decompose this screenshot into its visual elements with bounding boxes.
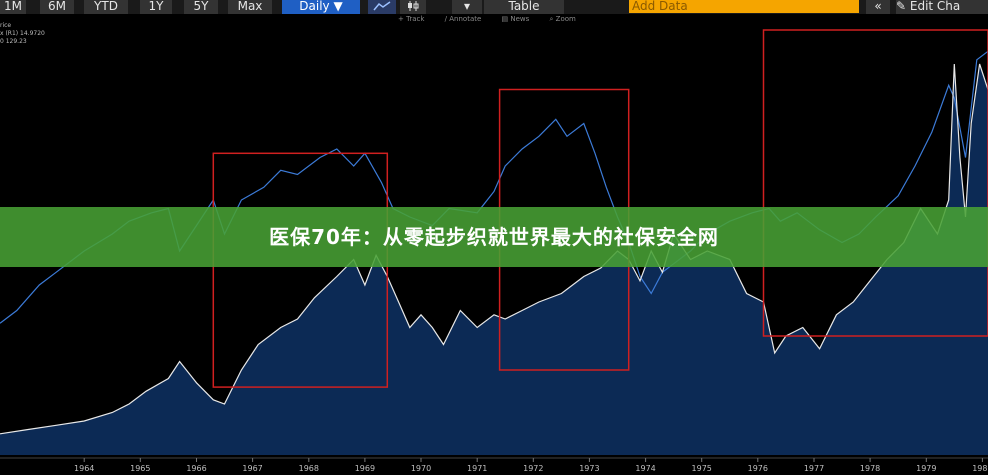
add-data-input[interactable]: Add Data xyxy=(629,0,859,13)
x-tick-label-1974: 1974 xyxy=(635,464,655,473)
headline-banner: 医保70年：从零起步织就世界最大的社保安全网 xyxy=(0,207,988,267)
annotate-label: Annotate xyxy=(449,15,482,23)
x-tick-label-1979: 1979 xyxy=(916,464,936,473)
legend-line-3: 0 129.23 xyxy=(0,38,27,45)
candlestick-icon[interactable] xyxy=(400,0,426,14)
x-tick-label-1966: 1966 xyxy=(186,464,206,473)
x-tick-label-1968: 1968 xyxy=(299,464,319,473)
annotation-box-3 xyxy=(762,29,988,337)
x-tick-label-1973: 1973 xyxy=(579,464,599,473)
annotation-box-1 xyxy=(212,152,389,388)
news-tool[interactable]: ▤ News xyxy=(501,15,530,23)
x-tick-label-1978: 1978 xyxy=(860,464,880,473)
range-6m-button[interactable]: 6M xyxy=(40,0,74,14)
range-max-button[interactable]: Max xyxy=(228,0,272,14)
pencil-icon: ✎ xyxy=(896,0,910,13)
line-chart-icon[interactable] xyxy=(368,0,396,14)
x-tick-label-1967: 1967 xyxy=(242,464,262,473)
range-1m-button[interactable]: 1M xyxy=(0,0,26,14)
series-white-line xyxy=(0,63,988,435)
x-tick-label-1969: 1969 xyxy=(355,464,375,473)
x-tick-label-1977: 1977 xyxy=(804,464,824,473)
x-axis: 1964 1965 1966 1967 1968 1969 1970 1971 1972 1973… xyxy=(0,457,988,473)
track-label: Track xyxy=(406,15,425,23)
range-1y-button[interactable]: 1Y xyxy=(140,0,172,14)
x-tick-label-1971: 1971 xyxy=(467,464,487,473)
table-button[interactable]: Table xyxy=(484,0,564,14)
edit-chart-label: Edit Cha xyxy=(909,0,961,13)
x-tick-label-1970: 1970 xyxy=(411,464,431,473)
series-area-fill xyxy=(0,64,988,455)
news-label: News xyxy=(510,15,530,23)
range-ytd-button[interactable]: YTD xyxy=(84,0,128,14)
legend-info: rice x (R1) 14.9720 0 129.23 xyxy=(0,22,45,46)
legend-line-1: rice xyxy=(0,22,12,29)
chart-toolbar: 1M 6M YTD 1Y 5Y Max Daily ▼ ▾ Table Add … xyxy=(0,0,988,14)
edit-chart-button[interactable]: ✎ Edit Cha xyxy=(896,0,988,14)
x-tick-label-1964: 1964 xyxy=(74,464,94,473)
zoom-tool[interactable]: ⌕ Zoom xyxy=(549,15,576,23)
x-tick-label-1980: 1980 xyxy=(972,464,988,473)
zoom-label: Zoom xyxy=(555,15,576,23)
headline-text: 医保70年：从零起步织就世界最大的社保安全网 xyxy=(269,225,719,249)
x-tick-label-1965: 1965 xyxy=(130,464,150,473)
x-tick-label-1975: 1975 xyxy=(692,464,712,473)
chart-tools-bar: + Track / Annotate ▤ News ⌕ Zoom xyxy=(398,15,594,25)
x-tick-label-1972: 1972 xyxy=(523,464,543,473)
annotate-tool[interactable]: / Annotate xyxy=(444,15,482,23)
legend-line-2: x (R1) 14.9720 xyxy=(0,30,45,37)
frequency-dropdown[interactable]: Daily ▼ xyxy=(282,0,360,14)
track-tool[interactable]: + Track xyxy=(398,15,425,23)
range-5y-button[interactable]: 5Y xyxy=(184,0,218,14)
x-tick-label-1976: 1976 xyxy=(748,464,768,473)
chart-type-dropdown-icon[interactable]: ▾ xyxy=(452,0,482,14)
series-blue-line xyxy=(0,50,988,324)
collapse-icon[interactable]: « xyxy=(866,0,890,14)
